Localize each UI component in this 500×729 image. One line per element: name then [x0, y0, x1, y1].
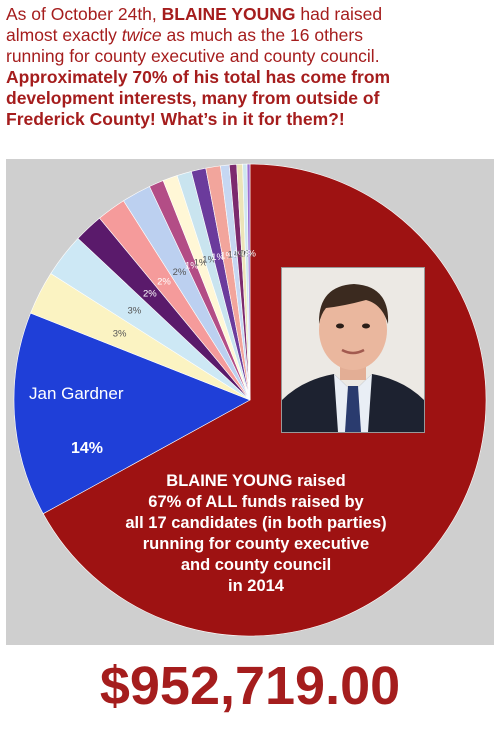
pie-slice-label-6: 2%	[173, 267, 187, 278]
headline: As of October 24th, BLAINE YOUNG had rai…	[6, 4, 496, 130]
blaine-young-label: BLAINE YOUNG raised 67% of ALL funds rai…	[125, 472, 387, 595]
pie-slice-label-7: 1%	[185, 261, 199, 272]
candidate-photo	[281, 267, 425, 433]
pie-slice-label-5: 2%	[157, 277, 171, 288]
headline-line-2: almost exactly twice as much as the 16 o…	[6, 25, 363, 45]
candidate-portrait-image	[282, 268, 424, 432]
pie-slice-label-4: 2%	[143, 288, 157, 299]
headline-line-1: As of October 24th, BLAINE YOUNG had rai…	[6, 4, 383, 24]
total-amount: $952,719.00	[99, 656, 401, 716]
headline-line-3: running for county executive and county …	[6, 46, 380, 66]
pie-slice-label-8: 1%	[194, 257, 208, 268]
gardner-percent-label: 14%	[71, 440, 104, 457]
pie-slice-label-16: 0%	[242, 249, 256, 260]
headline-line-5: development interests, many from outside…	[6, 88, 380, 108]
headline-line-4: Approximately 70% of his total has come …	[6, 67, 391, 87]
pie-slice-label-2: 3%	[113, 329, 127, 340]
pie-slice-1	[13, 312, 251, 515]
gardner-name-label: Jan Gardner	[29, 384, 124, 403]
candidate-name: BLAINE YOUNG	[161, 4, 296, 24]
pie-slice-label-13: 0%	[233, 249, 247, 260]
pie-slice-label-14: 0%	[237, 249, 251, 260]
pie-slice-label-9: 1%	[202, 254, 216, 265]
pie-chart-area: 3% 3% 2% 2% 2% 1% 1% 1% 1% 1% 1% 0% 0% 0% 0% Jan Gardn…	[6, 159, 494, 645]
pie-slice-16	[246, 163, 251, 401]
headline-line-6: Frederick County! What’s in it for them?…	[6, 109, 345, 129]
pie-slice-label-11: 1%	[220, 250, 234, 261]
pie-slice-label-10: 1%	[211, 252, 225, 263]
pie-slice-label-3: 3%	[128, 305, 142, 316]
pie-slice-label-15: 0%	[240, 249, 254, 260]
pie-slice-label-12: 1%	[228, 250, 242, 261]
